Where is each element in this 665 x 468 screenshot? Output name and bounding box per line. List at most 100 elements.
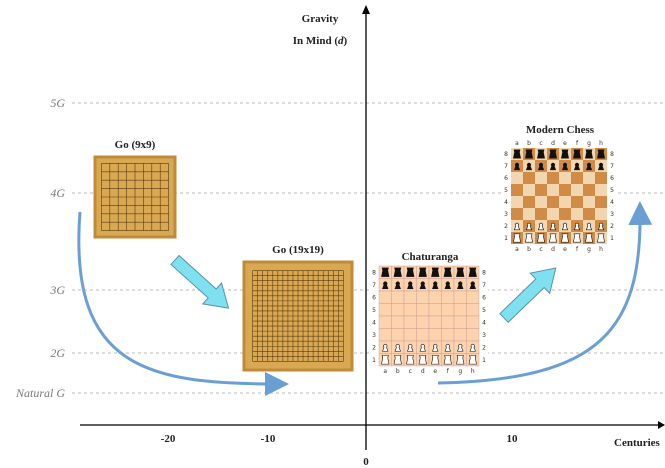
square <box>523 196 535 208</box>
file-label: b <box>527 140 531 147</box>
x-tick: -20 <box>161 433 176 445</box>
square <box>442 329 455 342</box>
piece <box>597 150 604 158</box>
rank-label: 4 <box>610 199 614 206</box>
file-label: a <box>515 140 519 147</box>
file-label: d <box>551 246 555 253</box>
rank-label: 7 <box>482 282 486 289</box>
piece <box>585 150 592 158</box>
file-label: c <box>539 246 542 253</box>
square <box>511 172 523 184</box>
rank-label: 1 <box>482 357 486 364</box>
square <box>404 304 417 317</box>
square <box>571 208 583 220</box>
square <box>571 172 583 184</box>
square <box>559 208 571 220</box>
piece <box>419 268 427 277</box>
piece <box>525 234 532 242</box>
rank-label: 4 <box>372 319 376 326</box>
rank-label: 8 <box>372 269 376 276</box>
piece <box>549 234 556 242</box>
file-label: e <box>563 246 567 253</box>
square <box>379 291 392 304</box>
square <box>379 316 392 329</box>
square <box>454 304 467 317</box>
piece <box>457 355 465 364</box>
rank-label: 3 <box>610 211 614 218</box>
x-tick: -10 <box>261 433 276 445</box>
file-label: d <box>421 368 425 375</box>
square <box>392 316 405 329</box>
file-label: e <box>563 140 567 147</box>
piece <box>537 150 544 158</box>
square <box>454 316 467 329</box>
level-label: 3G <box>49 283 65 297</box>
block-arrow <box>166 250 238 319</box>
diagram: Gravity In Mind (d) 5G 4G 3G 2G Natural … <box>0 0 665 468</box>
square <box>559 172 571 184</box>
file-label: c <box>409 368 412 375</box>
piece <box>407 268 415 277</box>
x-arrow <box>658 421 665 429</box>
square <box>595 184 607 196</box>
file-label: e <box>433 368 437 375</box>
square <box>511 184 523 196</box>
square <box>511 196 523 208</box>
square <box>523 172 535 184</box>
file-label: c <box>539 140 542 147</box>
square <box>404 291 417 304</box>
square <box>379 329 392 342</box>
rank-label: 2 <box>610 223 614 230</box>
rank-label: 6 <box>482 294 486 301</box>
piece <box>513 150 520 158</box>
piece <box>382 268 390 277</box>
level-label: 5G <box>50 96 65 110</box>
square <box>429 316 442 329</box>
square <box>535 208 547 220</box>
square <box>467 291 480 304</box>
square <box>404 316 417 329</box>
x-title: Centuries <box>614 437 661 449</box>
piece <box>469 268 477 277</box>
piece <box>573 234 580 242</box>
rank-label: 8 <box>610 151 614 158</box>
square <box>583 184 595 196</box>
piece <box>419 355 427 364</box>
square <box>535 184 547 196</box>
level-label: 2G <box>50 346 65 360</box>
rank-label: 7 <box>504 163 508 170</box>
piece <box>469 355 477 364</box>
square <box>595 208 607 220</box>
square <box>467 316 480 329</box>
rank-label: 1 <box>504 235 508 242</box>
piece <box>573 150 580 158</box>
square <box>583 172 595 184</box>
rank-label: 8 <box>504 151 508 158</box>
square <box>547 172 559 184</box>
piece <box>585 234 592 242</box>
piece <box>432 355 440 364</box>
rank-label: 3 <box>372 332 376 339</box>
square <box>535 196 547 208</box>
rank-label: 3 <box>504 211 508 218</box>
board-title: Go (9x9) <box>115 139 156 151</box>
square <box>547 208 559 220</box>
square <box>442 316 455 329</box>
piece <box>525 150 532 158</box>
piece <box>457 268 465 277</box>
rank-label: 4 <box>504 199 508 206</box>
rank-label: 3 <box>482 332 486 339</box>
file-label: d <box>551 140 555 147</box>
rank-label: 5 <box>610 187 614 194</box>
rank-label: 5 <box>482 307 486 314</box>
square <box>417 316 430 329</box>
square <box>417 329 430 342</box>
rank-label: 7 <box>610 163 614 170</box>
y-title: In Mind (d) <box>293 35 348 47</box>
rank-label: 5 <box>504 187 508 194</box>
square <box>559 196 571 208</box>
square <box>571 196 583 208</box>
piece <box>394 268 402 277</box>
x-tick: 10 <box>507 433 519 445</box>
